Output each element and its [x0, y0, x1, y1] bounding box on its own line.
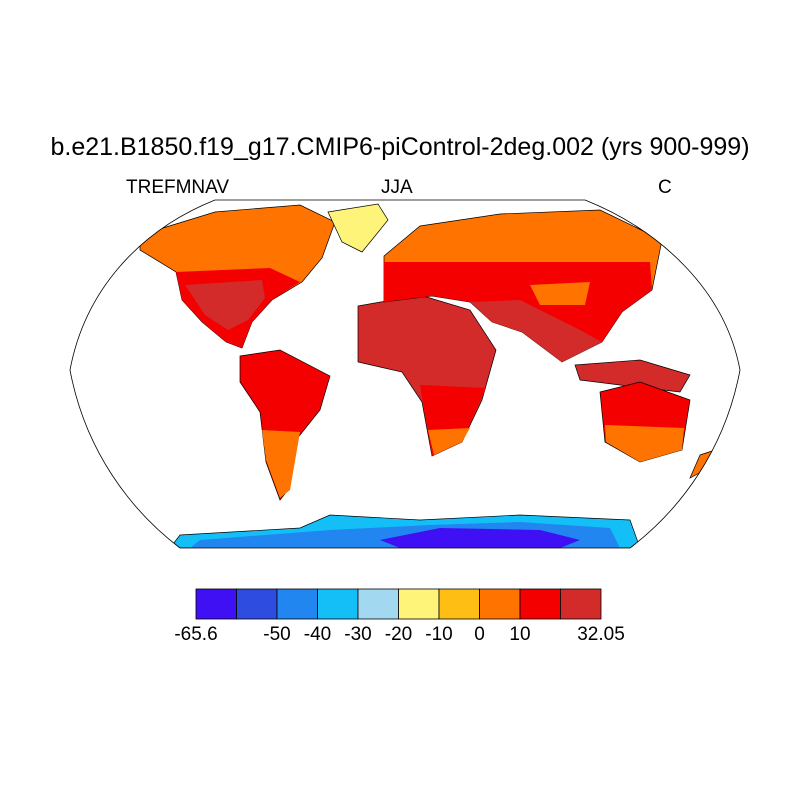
colorbar-label: 32.05: [577, 624, 625, 645]
right-string: C: [658, 177, 672, 198]
colorbar-box: [438, 588, 480, 620]
africa-tip: [428, 428, 470, 455]
colorbar-box: [560, 588, 602, 620]
colorbar-box: [519, 588, 561, 620]
antarctica-colder: [380, 528, 580, 548]
south-america-south: [262, 430, 300, 498]
colorbar-box: [195, 588, 237, 620]
colorbar-label: -20: [384, 624, 413, 645]
colorbar-label: -40: [303, 624, 332, 645]
left-string: TREFMNAV: [126, 177, 230, 198]
colorbar-box: [398, 588, 440, 620]
maritime-asia: [574, 359, 691, 393]
colorbar-label: -10: [425, 624, 453, 645]
tibet: [530, 282, 590, 305]
colorbar-box: [317, 588, 359, 620]
north-america-hot: [185, 280, 265, 330]
colorbar-label: -30: [344, 624, 372, 645]
colorbar-box: [357, 588, 399, 620]
greenland: [327, 203, 389, 253]
colorbar-label: 10: [509, 624, 531, 645]
australia-south: [605, 425, 684, 462]
colorbar-label: -50: [263, 624, 291, 645]
colorbar-box: [276, 588, 318, 620]
colorbar-box: [236, 588, 278, 620]
center-string: JJA: [381, 177, 413, 198]
colorbar-label: -65.6: [174, 624, 218, 645]
map-boundary: [69, 199, 741, 549]
plot-title: b.e21.B1850.f19_g17.CMIP6-piControl-2deg…: [50, 133, 750, 161]
colorbar-label: 0: [474, 624, 485, 645]
eurasia-hot: [470, 300, 602, 362]
colorbar-box: [479, 588, 521, 620]
